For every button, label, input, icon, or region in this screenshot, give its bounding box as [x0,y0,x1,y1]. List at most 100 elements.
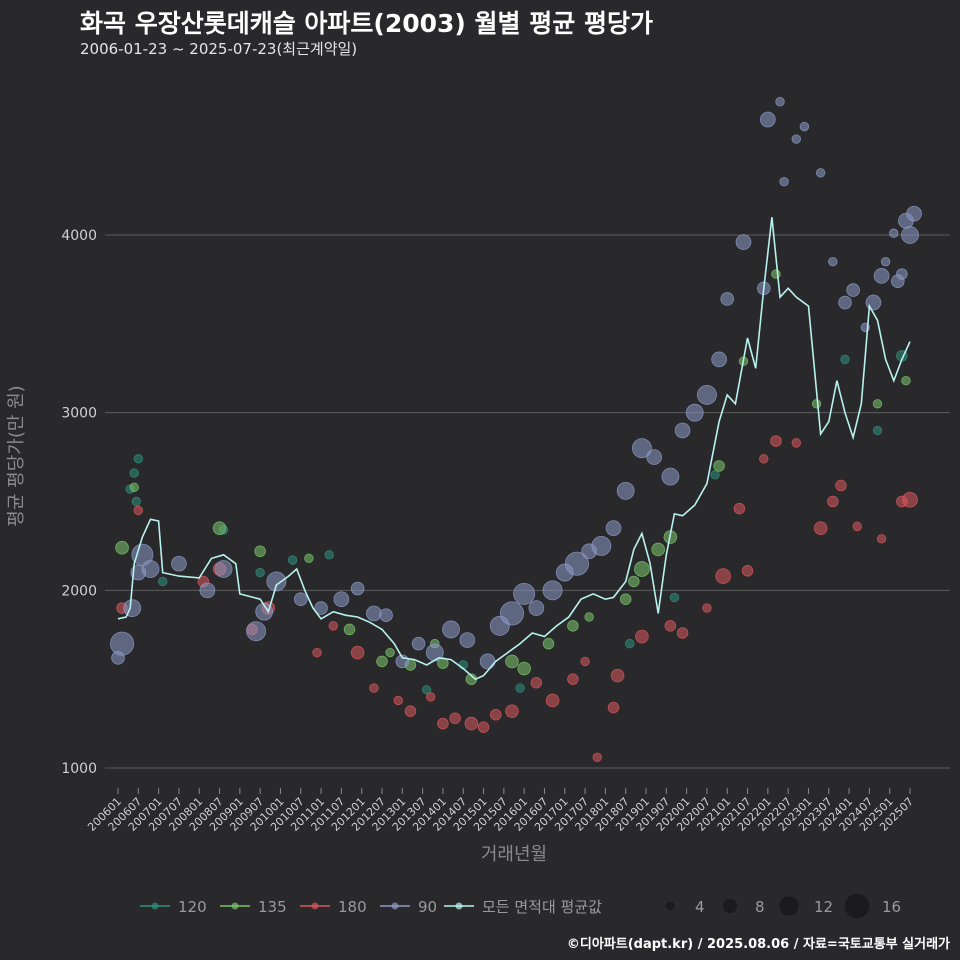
scatter-point-90 [350,581,365,596]
scatter-point-90 [141,560,160,578]
scatter-point-90 [442,620,460,639]
scatter-point-90 [605,520,622,537]
size-legend-circle [844,893,870,919]
legend-label-90: 90 [418,898,437,916]
y-tick-label: 2000 [61,583,97,599]
y-tick-label: 3000 [61,406,97,422]
scatter-point-90 [542,580,563,601]
scatter-point-180 [902,491,918,508]
scatter-point-180 [715,568,732,584]
legend-marker-135 [231,902,239,910]
scatter-point-180 [733,502,746,515]
scatter-point-90 [266,571,287,592]
scatter-point-135 [517,661,531,676]
scatter-point-135 [628,575,640,588]
scatter-point-135 [129,482,139,492]
legend-label-120: 120 [178,898,207,916]
scatter-point-120 [255,567,265,578]
size-legend-label: 8 [755,898,765,916]
scatter-point-90 [779,176,789,187]
scatter-point-180 [404,705,417,717]
scatter-points [110,97,922,763]
scatter-point-90 [735,234,752,250]
scatter-point-90 [775,97,785,107]
scatter-point-120 [515,683,525,693]
scatter-point-180 [664,620,677,632]
scatter-point-90 [674,422,691,439]
scatter-point-90 [759,111,776,128]
scatter-point-90 [896,268,908,280]
scatter-point-90 [901,226,919,244]
y-tick-label: 1000 [61,761,97,777]
scatter-point-120 [129,468,139,478]
scatter-point-180 [676,627,689,639]
scatter-point-135 [376,655,388,668]
scatter-point-135 [115,540,129,555]
scatter-point-135 [505,654,519,669]
scatter-point-180 [505,704,519,718]
size-legend-label: 16 [882,898,901,916]
scatter-point-135 [584,612,594,622]
scatter-point-120 [421,685,432,695]
scatter-point-180 [477,721,490,733]
scatter-point-90 [110,631,135,656]
scatter-point-120 [324,550,334,560]
scatter-point-135 [619,593,632,605]
scatter-point-90 [246,621,267,642]
grid-lines [105,234,950,769]
scatter-point-90 [199,582,216,599]
scatter-point-180 [852,521,862,532]
size-legend-circle [722,898,738,914]
scatter-point-120 [133,454,144,464]
scatter-point-180 [770,435,782,447]
scatter-point-90 [646,449,662,465]
average-line [117,217,911,681]
scatter-point-180 [610,668,625,683]
scatter-point-90 [828,256,838,267]
scatter-point-90 [616,481,635,500]
scatter-point-135 [304,553,314,564]
scatter-point-135 [634,561,650,577]
scatter-point-90 [411,636,426,651]
scatter-point-180 [741,565,754,577]
y-tick-label: 4000 [61,228,97,244]
scatter-point-90 [564,551,590,576]
scatter-point-90 [711,351,727,368]
x-axis-ticks: 2006012006072007012007072008012008072009… [85,788,916,834]
scatter-point-180 [813,521,828,535]
chart-title: 화곡 우장산롯데캐슬 아파트(2003) 월별 평균 평당가 [80,9,653,38]
scatter-point-180 [759,454,769,464]
scatter-point-180 [133,505,144,516]
scatter-point-90 [696,384,717,405]
scatter-point-135 [651,542,665,557]
scatter-point-180 [437,717,449,730]
scatter-point-120 [710,470,720,480]
scatter-point-180 [530,676,543,689]
scatter-point-90 [880,256,891,267]
legend: 120 135 180 90 모든 면적대 평균값 4 8 12 16 [140,893,901,919]
scatter-point-90 [333,591,350,608]
scatter-point-180 [592,752,602,763]
scatter-point-90 [314,601,328,615]
scatter-point-135 [713,460,725,472]
scatter-point-180 [312,647,322,658]
scatter-point-135 [901,375,911,386]
scatter-point-180 [464,716,479,731]
scatter-point-135 [771,269,781,279]
scatter-point-135 [343,623,356,636]
scatter-point-90 [799,121,810,132]
scatter-point-90 [499,601,525,626]
scatter-point-90 [846,283,860,297]
scatter-point-90 [479,653,496,670]
scatter-point-180 [835,479,847,492]
scatter-point-90 [214,560,233,578]
scatter-point-135 [212,521,227,535]
scatter-point-90 [791,134,801,144]
credit-text: ©디아파트(dapt.kr) / 2025.08.06 / 자료=국토교통부 실… [566,937,950,952]
legend-marker-120 [151,902,159,910]
scatter-point-90 [906,205,922,222]
scatter-point-180 [702,603,712,613]
scatter-point-90 [255,602,274,621]
scatter-point-180 [545,693,560,708]
size-legend-label: 4 [695,898,705,916]
